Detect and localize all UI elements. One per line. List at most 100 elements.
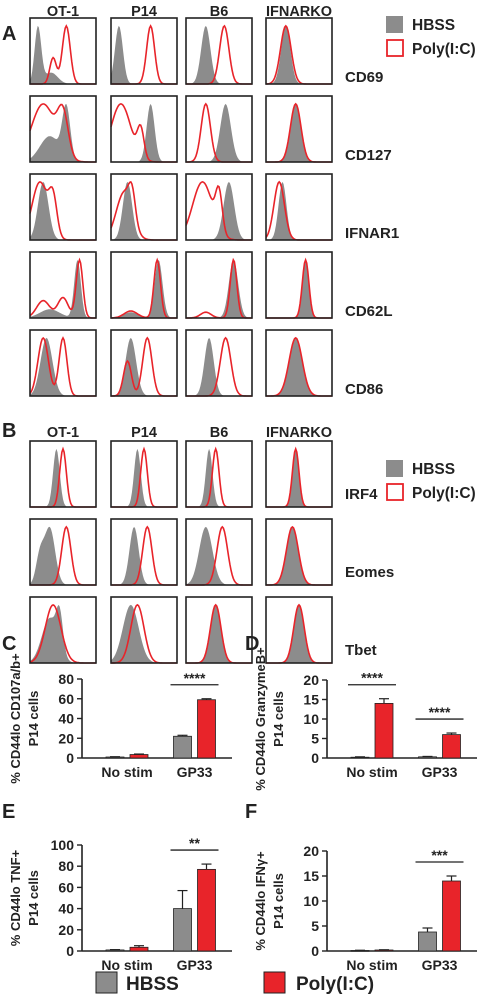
y-tick-label: 10 [303,893,319,909]
legend-swatch-polyic [386,483,404,501]
histogram-tbet-b6 [185,596,253,664]
histogram-cd69-ifnarko [265,17,333,85]
legend: HBSS Poly(I:C) [386,16,476,58]
histogram-frame [265,440,333,508]
legend-swatch-hbss [386,16,403,33]
histogram-frame [29,173,97,241]
histogram-hbss [266,337,332,396]
bar-chart-e: E % CD44lo TNF+ P14 cells 0 20 40 60 80 100 No st… [2,801,232,973]
histogram-frame [110,329,178,397]
row-label-cd127: CD127 [345,147,392,164]
column-header: OT-1 [47,425,79,441]
y-axis-label: P14 cells [26,870,41,926]
histogram-frame [185,596,253,664]
row-label-cd62l: CD62L [345,303,393,320]
y-tick-label: 5 [311,918,319,934]
histogram-frame [265,329,333,397]
histogram-hbss [186,103,252,162]
histogram-hbss [30,448,96,507]
histogram-frame [29,329,97,397]
x-tick-label: GP33 [422,957,458,973]
histogram-frame [265,596,333,664]
histogram-cd127-ifnarko [265,95,333,163]
x-tick-label: No stim [346,957,397,973]
panel-letter-e: E [2,801,15,823]
y-axis-label: % CD44lo GranzymeB+ [253,647,268,791]
row-label-ifnar1: IFNAR1 [345,225,399,242]
column-header: IFNARKO [266,4,332,20]
y-tick-label: 15 [303,692,319,708]
histogram-cd69-b6 [185,17,253,85]
histogram-eomes-ifnarko [265,518,333,586]
histogram-frame [29,251,97,319]
y-tick-label: 0 [311,943,319,959]
histogram-hbss [186,604,252,663]
row-label-eomes: Eomes [345,564,394,581]
histogram-ifnar1-b6 [185,173,253,241]
histogram-frame [110,440,178,508]
histogram-frame [185,440,253,508]
legend: HBSS Poly(I:C) [386,460,476,502]
histogram-cd69-ot-1 [29,17,97,85]
histogram-hbss [111,448,177,507]
histogram-polyic [111,257,177,319]
y-tick-label: 40 [58,711,74,727]
histogram-ifnar1-p14 [110,173,178,241]
panel-letter-c: C [2,633,16,655]
histogram-hbss [30,103,96,162]
y-tick-label: 20 [58,922,74,938]
histogram-frame [29,596,97,664]
significance-label: **** [429,704,451,720]
histogram-irf4-p14 [110,440,178,508]
histogram-frame [110,596,178,664]
histogram-tbet-ot-1 [29,596,97,664]
histogram-hbss [30,526,96,585]
histogram-cd86-ifnarko [265,329,333,397]
column-header: B6 [210,4,229,20]
x-tick-label: GP33 [422,764,458,780]
histogram-polyic [29,257,96,319]
bar-chart-f: F % CD44lo IFNγ+ P14 cells 0 5 10 15 20 No stim G… [245,801,477,973]
histogram-frame [185,17,253,85]
column-header: P14 [131,425,157,441]
y-tick-label: 0 [311,750,319,766]
y-tick-label: 20 [303,843,319,859]
bar-polyic [197,868,216,952]
histogram-hbss [111,103,177,162]
histogram-irf4-b6 [185,440,253,508]
histogram-hbss [186,259,252,318]
y-tick-label: 100 [51,837,75,853]
y-tick-label: 15 [303,868,319,884]
y-tick-label: 40 [58,901,74,917]
histogram-cd127-p14 [110,95,178,163]
histogram-ifnar1-ifnarko [265,173,333,241]
histogram-hbss [30,259,96,318]
significance-label: **** [361,670,383,686]
y-axis-label: % CD44lo IFNγ+ [253,851,268,951]
histogram-frame [265,251,333,319]
histogram-cd86-b6 [185,329,253,397]
histogram-frame [29,518,97,586]
histogram-cd62l-ot-1 [29,251,97,319]
y-tick-label: 80 [58,671,74,687]
histogram-hbss [111,337,177,396]
y-tick-label: 60 [58,691,74,707]
legend-label-hbss: HBSS [412,17,455,34]
legend-label-hbss: HBSS [126,974,179,995]
histogram-hbss [30,25,96,84]
x-tick-label: No stim [101,957,152,973]
histogram-frame [110,95,178,163]
histogram-frame [110,251,178,319]
legend-swatch-polyic [386,39,404,57]
histogram-polyic [111,336,177,397]
histogram-polyic [111,446,177,508]
y-tick-label: 10 [303,711,319,727]
histogram-ifnar1-ot-1 [29,173,97,241]
histogram-cd127-b6 [185,95,253,163]
histogram-hbss [111,181,177,240]
histogram-frame [265,518,333,586]
histogram-polyic [186,336,252,397]
bar-polyic [129,946,149,952]
histogram-cd69-p14 [110,17,178,85]
histogram-cd86-ot-1 [29,329,97,397]
